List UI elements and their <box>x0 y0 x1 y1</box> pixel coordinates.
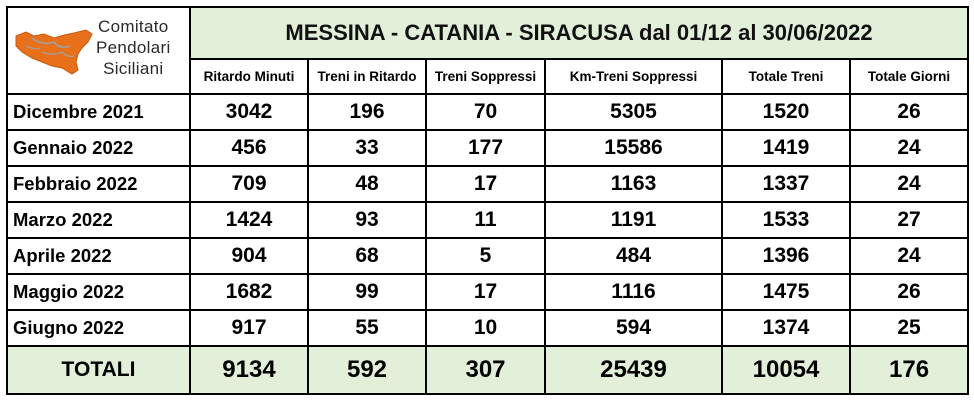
row-month: Dicembre 2021 <box>6 93 191 131</box>
cell-value: 1419 <box>721 129 851 167</box>
cell-value: 177 <box>425 129 546 167</box>
cell-value: 1682 <box>189 273 309 311</box>
cell-value: 15586 <box>544 129 723 167</box>
total-value: 592 <box>307 345 427 395</box>
cell-value: 484 <box>544 237 723 275</box>
row-month: Giugno 2022 <box>6 309 191 347</box>
cell-value: 26 <box>848 273 970 311</box>
cell-value: 456 <box>189 129 309 167</box>
total-value: 10054 <box>721 345 851 395</box>
column-header: Km-Treni Soppressi <box>544 58 723 95</box>
cell-value: 709 <box>189 165 309 203</box>
table-row: Gennaio 2022 456 33 177 15586 1419 24 <box>6 129 970 167</box>
cell-value: 70 <box>425 93 546 131</box>
logo: Comitato Pendolari Siciliani <box>12 14 188 88</box>
column-header: Ritardo Minuti <box>189 58 309 95</box>
cell-value: 3042 <box>189 93 309 131</box>
cell-value: 196 <box>307 93 427 131</box>
cell-value: 917 <box>189 309 309 347</box>
column-header: Treni Soppressi <box>425 58 546 95</box>
cell-value: 48 <box>307 165 427 203</box>
total-value: 9134 <box>189 345 309 395</box>
total-value: 25439 <box>544 345 723 395</box>
totals-label: TOTALI <box>6 345 191 395</box>
cell-value: 904 <box>189 237 309 275</box>
cell-value: 1533 <box>721 201 851 239</box>
cell-value: 1475 <box>721 273 851 311</box>
stats-table: Comitato Pendolari Siciliani MESSINA - C… <box>6 6 970 395</box>
cell-value: 27 <box>848 201 970 239</box>
cell-value: 1396 <box>721 237 851 275</box>
cell-value: 24 <box>848 165 970 203</box>
logo-line-2: Pendolari <box>96 38 171 57</box>
cell-value: 11 <box>425 201 546 239</box>
cell-value: 25 <box>848 309 970 347</box>
table-title: MESSINA - CATANIA - SIRACUSA dal 01/12 a… <box>188 6 970 60</box>
table-row: Febbraio 2022 709 48 17 1163 1337 24 <box>6 165 970 203</box>
cell-value: 1424 <box>189 201 309 239</box>
table-row: Dicembre 2021 3042 196 70 5305 1520 26 <box>6 93 970 131</box>
cell-value: 68 <box>307 237 427 275</box>
table-row: Marzo 2022 1424 93 11 1191 1533 27 <box>6 201 970 239</box>
row-month: Marzo 2022 <box>6 201 191 239</box>
logo-text: Comitato Pendolari Siciliani <box>96 16 171 79</box>
cell-value: 1191 <box>544 201 723 239</box>
table-row: Giugno 2022 917 55 10 594 1374 25 <box>6 309 970 347</box>
row-month: Aprile 2022 <box>6 237 191 275</box>
row-month: Febbraio 2022 <box>6 165 191 203</box>
table-row: Aprile 2022 904 68 5 484 1396 24 <box>6 237 970 275</box>
cell-value: 5 <box>425 237 546 275</box>
cell-value: 17 <box>425 165 546 203</box>
table-row: Maggio 2022 1682 99 17 1116 1475 26 <box>6 273 970 311</box>
cell-value: 594 <box>544 309 723 347</box>
totals-row: TOTALI 9134 592 307 25439 10054 176 <box>6 345 970 395</box>
total-value: 176 <box>848 345 970 395</box>
row-month: Maggio 2022 <box>6 273 191 311</box>
logo-cell: Comitato Pendolari Siciliani <box>6 6 191 95</box>
column-header: Treni in Ritardo <box>307 58 427 95</box>
column-header: Totale Giorni <box>848 58 970 95</box>
logo-line-3: Siciliani <box>103 59 164 78</box>
cell-value: 24 <box>848 129 970 167</box>
total-value: 307 <box>425 345 546 395</box>
cell-value: 1163 <box>544 165 723 203</box>
cell-value: 17 <box>425 273 546 311</box>
cell-value: 1116 <box>544 273 723 311</box>
cell-value: 99 <box>307 273 427 311</box>
cell-value: 33 <box>307 129 427 167</box>
logo-line-1: Comitato <box>98 17 169 36</box>
stats-table-frame: Comitato Pendolari Siciliani MESSINA - C… <box>6 6 970 397</box>
row-month: Gennaio 2022 <box>6 129 191 167</box>
cell-value: 10 <box>425 309 546 347</box>
cell-value: 1520 <box>721 93 851 131</box>
cell-value: 55 <box>307 309 427 347</box>
cell-value: 1337 <box>721 165 851 203</box>
cell-value: 1374 <box>721 309 851 347</box>
cell-value: 26 <box>848 93 970 131</box>
sicily-map-icon <box>15 29 93 75</box>
cell-value: 93 <box>307 201 427 239</box>
column-header: Totale Treni <box>721 58 851 95</box>
cell-value: 24 <box>848 237 970 275</box>
cell-value: 5305 <box>544 93 723 131</box>
